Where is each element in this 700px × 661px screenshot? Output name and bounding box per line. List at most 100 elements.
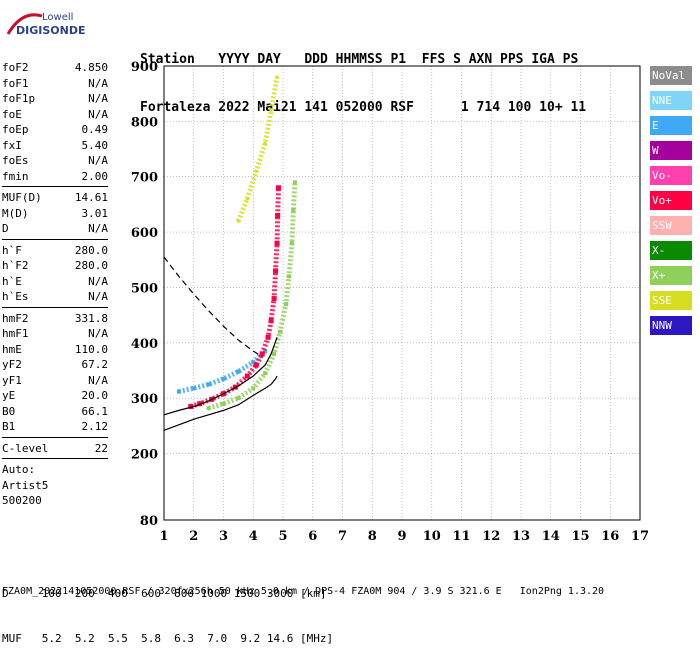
y-tick-label: 300 — [131, 392, 158, 407]
param-name: M(D) — [2, 206, 29, 220]
param-separator — [2, 237, 108, 243]
y-tick-label: 400 — [131, 337, 158, 352]
param-row: 500200 — [2, 493, 108, 509]
param-row: foF2 4.850 — [2, 60, 108, 76]
param-value: N/A — [88, 222, 108, 235]
param-name: 500200 — [2, 494, 42, 507]
param-separator — [2, 184, 108, 190]
x-tick-label: 6 — [308, 529, 317, 544]
distance-row: D 100 200 400 600 800 1000 1500 3000 [km… — [2, 587, 327, 600]
param-row: hmE 110.0 — [2, 342, 108, 358]
o-trace-point — [276, 185, 282, 191]
param-value: N/A — [88, 107, 108, 121]
x-tick-label: 9 — [397, 529, 406, 544]
param-value: N/A — [88, 76, 108, 90]
x-tick-label: 2 — [189, 529, 198, 544]
param-row: yF2 67.2 — [2, 357, 108, 373]
y-tick-label: 700 — [131, 171, 158, 186]
x-tick-label: 8 — [368, 529, 377, 544]
param-value: 2.12 — [81, 420, 109, 433]
param-row: B1 2.12 — [2, 419, 108, 435]
param-name: hmE — [2, 342, 22, 356]
x-trace-point — [292, 180, 297, 185]
o-trace-point — [275, 212, 281, 218]
param-name: foF1 — [2, 76, 29, 90]
x-trace-line — [207, 182, 298, 411]
param-value: 110.0 — [74, 342, 108, 356]
header-values: Fortaleza 2022 Mai21 141 052000 RSF 1 71… — [140, 100, 587, 115]
param-value: N/A — [88, 92, 108, 105]
param-value: 14.61 — [74, 191, 108, 204]
param-value: 3.01 — [81, 206, 109, 220]
muf-dashed-curve — [163, 256, 263, 358]
param-row: foEs N/A — [2, 153, 108, 169]
param-value: 22 — [94, 441, 108, 455]
chart-curves — [163, 256, 278, 431]
param-row: h`E N/A — [2, 274, 108, 290]
x-trace-point — [236, 396, 241, 401]
file-info-footer: FZA0M_2022141052000.RSF / 320fx256h 50 k… — [2, 586, 605, 597]
param-value: N/A — [88, 290, 108, 303]
header-labels: Station YYYY DAY DDD HHMMSS P1 FFS S AXN… — [140, 52, 579, 67]
logo-swoosh-icon — [6, 13, 43, 35]
param-value: 2.00 — [81, 169, 109, 183]
legend-item-nnw: NNW — [650, 316, 692, 335]
param-value: 4.850 — [74, 61, 108, 74]
param-name: foF2 — [2, 61, 29, 74]
param-name: C-level — [2, 441, 49, 455]
param-name: foF1p — [2, 92, 36, 105]
param-row: hmF2 331.8 — [2, 311, 108, 327]
y-tick-label: 900 — [131, 60, 158, 75]
param-row: B0 66.1 — [2, 404, 108, 420]
x-tick-label: 4 — [249, 529, 258, 544]
param-row: D N/A — [2, 221, 108, 237]
param-name: fxI — [2, 138, 22, 152]
param-name: h`Es — [2, 290, 29, 303]
param-value: 0.49 — [81, 123, 109, 136]
param-value: N/A — [88, 274, 108, 288]
param-value: 20.0 — [81, 389, 109, 402]
legend-item-vo-: Vo- — [650, 166, 692, 185]
param-row: foF1p N/A — [2, 91, 108, 107]
param-row: yE 20.0 — [2, 388, 108, 404]
param-row: foE N/A — [2, 107, 108, 123]
y-tick-labels: 80 200 300 400 500 600 700 800 900 — [131, 60, 158, 529]
param-name: fmin — [2, 169, 29, 183]
e-trace-line — [178, 349, 267, 394]
param-row: h`F 280.0 — [2, 243, 108, 259]
param-row: h`Es N/A — [2, 289, 108, 305]
multihop-trace-point — [245, 197, 249, 201]
param-value: 280.0 — [74, 243, 108, 257]
param-name: Artist5 — [2, 478, 49, 492]
param-row: MUF(D) 14.61 — [2, 190, 108, 206]
param-value: 67.2 — [81, 358, 109, 371]
param-row: h`F2 280.0 — [2, 258, 108, 274]
multihop-trace-line — [236, 76, 280, 222]
e-trace-point — [206, 382, 211, 387]
x-tick-label: 5 — [278, 529, 287, 544]
logo-line1: Lowell — [42, 12, 74, 23]
param-name: hmF2 — [2, 311, 29, 325]
multihop-trace-point — [263, 142, 267, 146]
param-name: D — [2, 222, 9, 235]
e-trace-point — [236, 369, 241, 374]
y-tick-label: 200 — [131, 448, 158, 463]
virtual-height-fit-curve — [163, 337, 278, 416]
x-tick-label: 16 — [601, 529, 619, 544]
x-tick-label: 13 — [512, 529, 530, 544]
plot-frame — [163, 65, 641, 521]
param-name: B1 — [2, 420, 16, 433]
param-separator — [2, 456, 108, 462]
legend-item-vo-: Vo+ — [650, 191, 692, 210]
y-tick-label: 80 — [140, 514, 158, 529]
param-name: h`F — [2, 243, 22, 257]
ionogram-chart: 1 2 3 4 5 6 7 8 9 10 11 12 13 14 15 16 17 80200300400500… — [131, 60, 649, 544]
legend-item-sse: SSE — [650, 291, 692, 310]
x-tick-label: 7 — [338, 529, 347, 544]
electron-density-profile-curve — [163, 375, 278, 431]
digisonde-logo: Lowell DIGISONDE — [4, 8, 85, 48]
scaled-parameters-panel: foF2 4.850 foF1 N/A foF1p N/A foE N/A foEp 0.49 fx… — [2, 60, 108, 509]
param-name: yF2 — [2, 358, 22, 371]
param-separator — [2, 305, 108, 311]
param-value: 280.0 — [74, 259, 108, 272]
